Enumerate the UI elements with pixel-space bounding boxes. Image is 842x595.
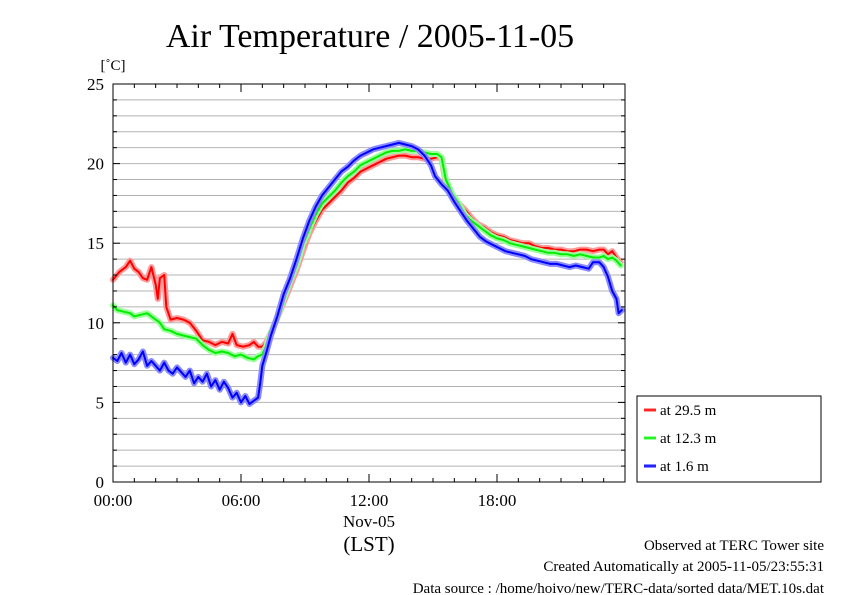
x-axis-title: (LST) — [343, 532, 394, 556]
legend-label: at 12.3 m — [660, 431, 717, 447]
series-lines — [110, 139, 625, 407]
x-axis-ticks: 00:00 06:00 12:00 18:00 — [94, 84, 626, 510]
x-tick-label: 06:00 — [222, 491, 261, 510]
y-tick-label: 5 — [96, 393, 105, 412]
legend-label: at 29.5 m — [660, 403, 717, 419]
y-axis-unit-label: [˚C] — [101, 58, 126, 74]
y-tick-label: 25 — [87, 75, 104, 94]
legend: at 29.5 m at 12.3 m at 1.6 m — [636, 395, 822, 483]
y-tick-label: 0 — [96, 473, 105, 492]
y-tick-label: 15 — [87, 234, 104, 253]
note-created: Created Automatically at 2005-11-05/23:5… — [543, 559, 824, 575]
legend-frame — [636, 395, 822, 483]
chart-title: Air Temperature / 2005-11-05 — [166, 18, 574, 55]
x-tick-label: 00:00 — [94, 491, 133, 510]
x-axis-date-label: Nov-05 — [343, 512, 395, 531]
series-line — [112, 148, 622, 361]
x-tick-label: 12:00 — [350, 491, 389, 510]
y-axis-ticks: 0 5 10 15 20 25 — [87, 75, 625, 492]
y-tick-label: 20 — [87, 155, 104, 174]
legend-label: at 1.6 m — [660, 459, 709, 475]
x-tick-label: 18:00 — [478, 491, 517, 510]
y-tick-label: 10 — [87, 314, 104, 333]
note-data-source: Data source : /home/hoivo/new/TERC-data/… — [413, 581, 825, 595]
series-line — [112, 141, 623, 405]
series-line — [112, 154, 622, 348]
note-observed: Observed at TERC Tower site — [644, 538, 824, 554]
